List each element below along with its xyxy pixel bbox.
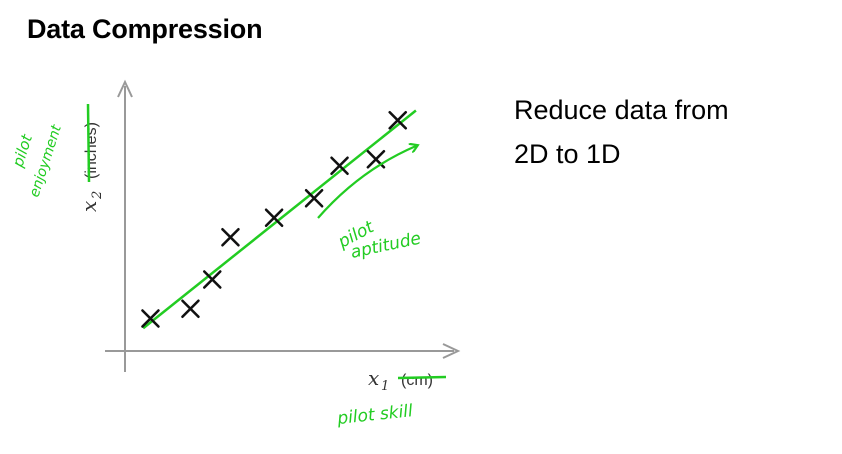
- x-axis-annotation: pilot skill: [335, 401, 414, 429]
- y-axis-annotation: pilot: [8, 131, 36, 170]
- y-axis-annotation-2: enjoyment: [27, 123, 66, 200]
- data-point-2: [181, 299, 200, 319]
- y-unit-strikethrough: [86, 103, 91, 183]
- y-axis-unit: (inches): [83, 122, 100, 179]
- y-axis-symbol: x: [77, 201, 101, 212]
- data-point-7: [330, 156, 349, 176]
- description-line-1: Reduce data from: [514, 95, 729, 125]
- x-axis-note: pilot skill: [335, 401, 414, 429]
- axes: [105, 79, 461, 372]
- y-axis-note-line-2: enjoyment: [27, 123, 66, 200]
- x-unit-strikethrough: [397, 375, 447, 380]
- direction-arrow: [317, 146, 416, 219]
- data-point-6: [304, 188, 324, 208]
- data-point-3: [202, 270, 222, 289]
- x-axis-symbol: x: [368, 366, 379, 390]
- slide-title: Data Compression: [27, 14, 263, 44]
- data-point-4: [221, 227, 240, 247]
- data-point-5: [264, 208, 284, 228]
- y-axis-label: x 2 (inches): [77, 103, 105, 212]
- description-line-2: 2D to 1D: [514, 139, 621, 169]
- x-axis-subscript: 1: [381, 379, 389, 394]
- projection-line: [142, 109, 417, 330]
- y-axis-note-line-1: pilot: [8, 131, 36, 170]
- projection-line-group: [142, 109, 417, 330]
- data-point-1: [141, 309, 160, 328]
- x-axis-arrowhead: [442, 343, 461, 359]
- x-axis-unit: (cm): [401, 372, 433, 389]
- data-point-9: [388, 110, 408, 130]
- y-axis-arrowhead: [117, 79, 133, 98]
- data-points: [141, 110, 408, 328]
- description-text: Reduce data from 2D to 1D: [514, 88, 729, 176]
- y-axis-subscript: 2: [90, 191, 105, 200]
- x-axis-label: x 1 (cm): [368, 366, 447, 394]
